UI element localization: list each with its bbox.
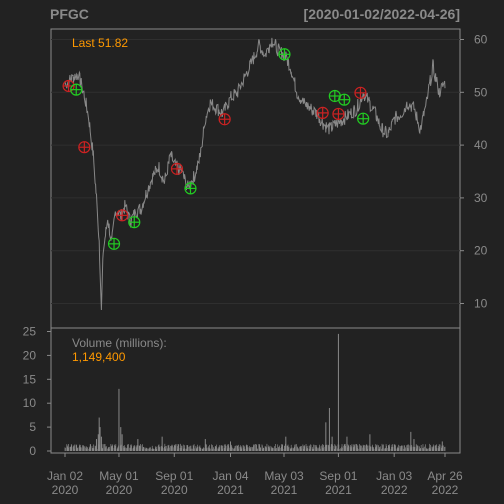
x-tick-label-year: 2022: [381, 483, 408, 497]
signal-markers: [62, 48, 370, 250]
volume-series: [64, 333, 446, 451]
price-y-tick-label: 30: [474, 191, 488, 205]
x-tick-label-date: Jan 04: [212, 469, 248, 483]
sell-signal-marker: [332, 107, 345, 121]
x-tick-label-date: Sep 01: [155, 469, 193, 483]
volume-y-axis: 0 5 10 15 20 25: [23, 325, 51, 458]
x-tick-label-year: 2021: [271, 483, 298, 497]
sell-signal-marker: [62, 79, 75, 93]
chart-symbol: PFGC: [50, 6, 89, 22]
sell-signal-marker: [116, 209, 129, 222]
volume-y-tick-label: 15: [23, 372, 37, 386]
last-price-label: Last 51.82: [72, 36, 128, 50]
x-tick-label-year: 2021: [217, 483, 244, 497]
x-tick-label-date: Jan 03: [376, 469, 412, 483]
buy-signal-marker: [357, 112, 370, 125]
price-gridlines: [51, 39, 460, 304]
volume-panel-frame: [50, 327, 461, 454]
price-y-axis: 10 20 30 40 50 60: [460, 33, 488, 311]
price-y-tick-label: 60: [474, 33, 488, 47]
price-y-tick-label: 20: [474, 244, 488, 258]
sell-signal-marker: [218, 113, 231, 126]
price-y-tick-label: 40: [474, 138, 488, 152]
x-tick-label-date: May 01: [99, 469, 139, 483]
buy-signal-marker: [128, 216, 141, 229]
volume-y-tick-label: 10: [23, 396, 37, 410]
price-line: [64, 37, 446, 311]
x-tick-label-date: Sep 01: [319, 469, 357, 483]
buy-signal-marker: [338, 93, 351, 106]
buy-signal-marker: [184, 182, 197, 195]
volume-y-tick-label: 0: [29, 444, 36, 458]
sell-signal-marker: [354, 86, 367, 99]
x-tick-label-year: 2021: [325, 483, 352, 497]
x-tick-label-year: 2020: [161, 483, 188, 497]
buy-signal-marker: [107, 237, 121, 250]
sell-signal-marker: [316, 106, 329, 119]
price-panel-frame: [50, 28, 461, 329]
x-tick-label-date: Jan 02: [47, 469, 83, 483]
x-tick-label-date: Apr 26: [427, 469, 463, 483]
volume-y-tick-label: 20: [23, 348, 37, 362]
price-series: [64, 37, 446, 311]
volume-label: Volume (millions):: [72, 336, 167, 350]
x-tick-label-date: May 03: [264, 469, 304, 483]
sell-signal-marker: [78, 141, 91, 154]
sell-signal-marker: [170, 162, 184, 175]
x-tick-label-year: 2020: [106, 483, 133, 497]
volume-last-value: 1,149,400: [72, 350, 126, 364]
price-y-tick-label: 50: [474, 85, 488, 99]
buy-signal-marker: [278, 48, 291, 61]
x-tick-label-year: 2020: [52, 483, 79, 497]
buy-signal-marker: [70, 83, 83, 96]
price-y-tick-label: 10: [474, 297, 488, 311]
chart-date-range: [2020-01-02/2022-04-26]: [304, 6, 460, 22]
x-tick-label-year: 2022: [432, 483, 459, 497]
volume-y-tick-label: 5: [29, 420, 36, 434]
volume-y-tick-label: 25: [23, 325, 37, 339]
